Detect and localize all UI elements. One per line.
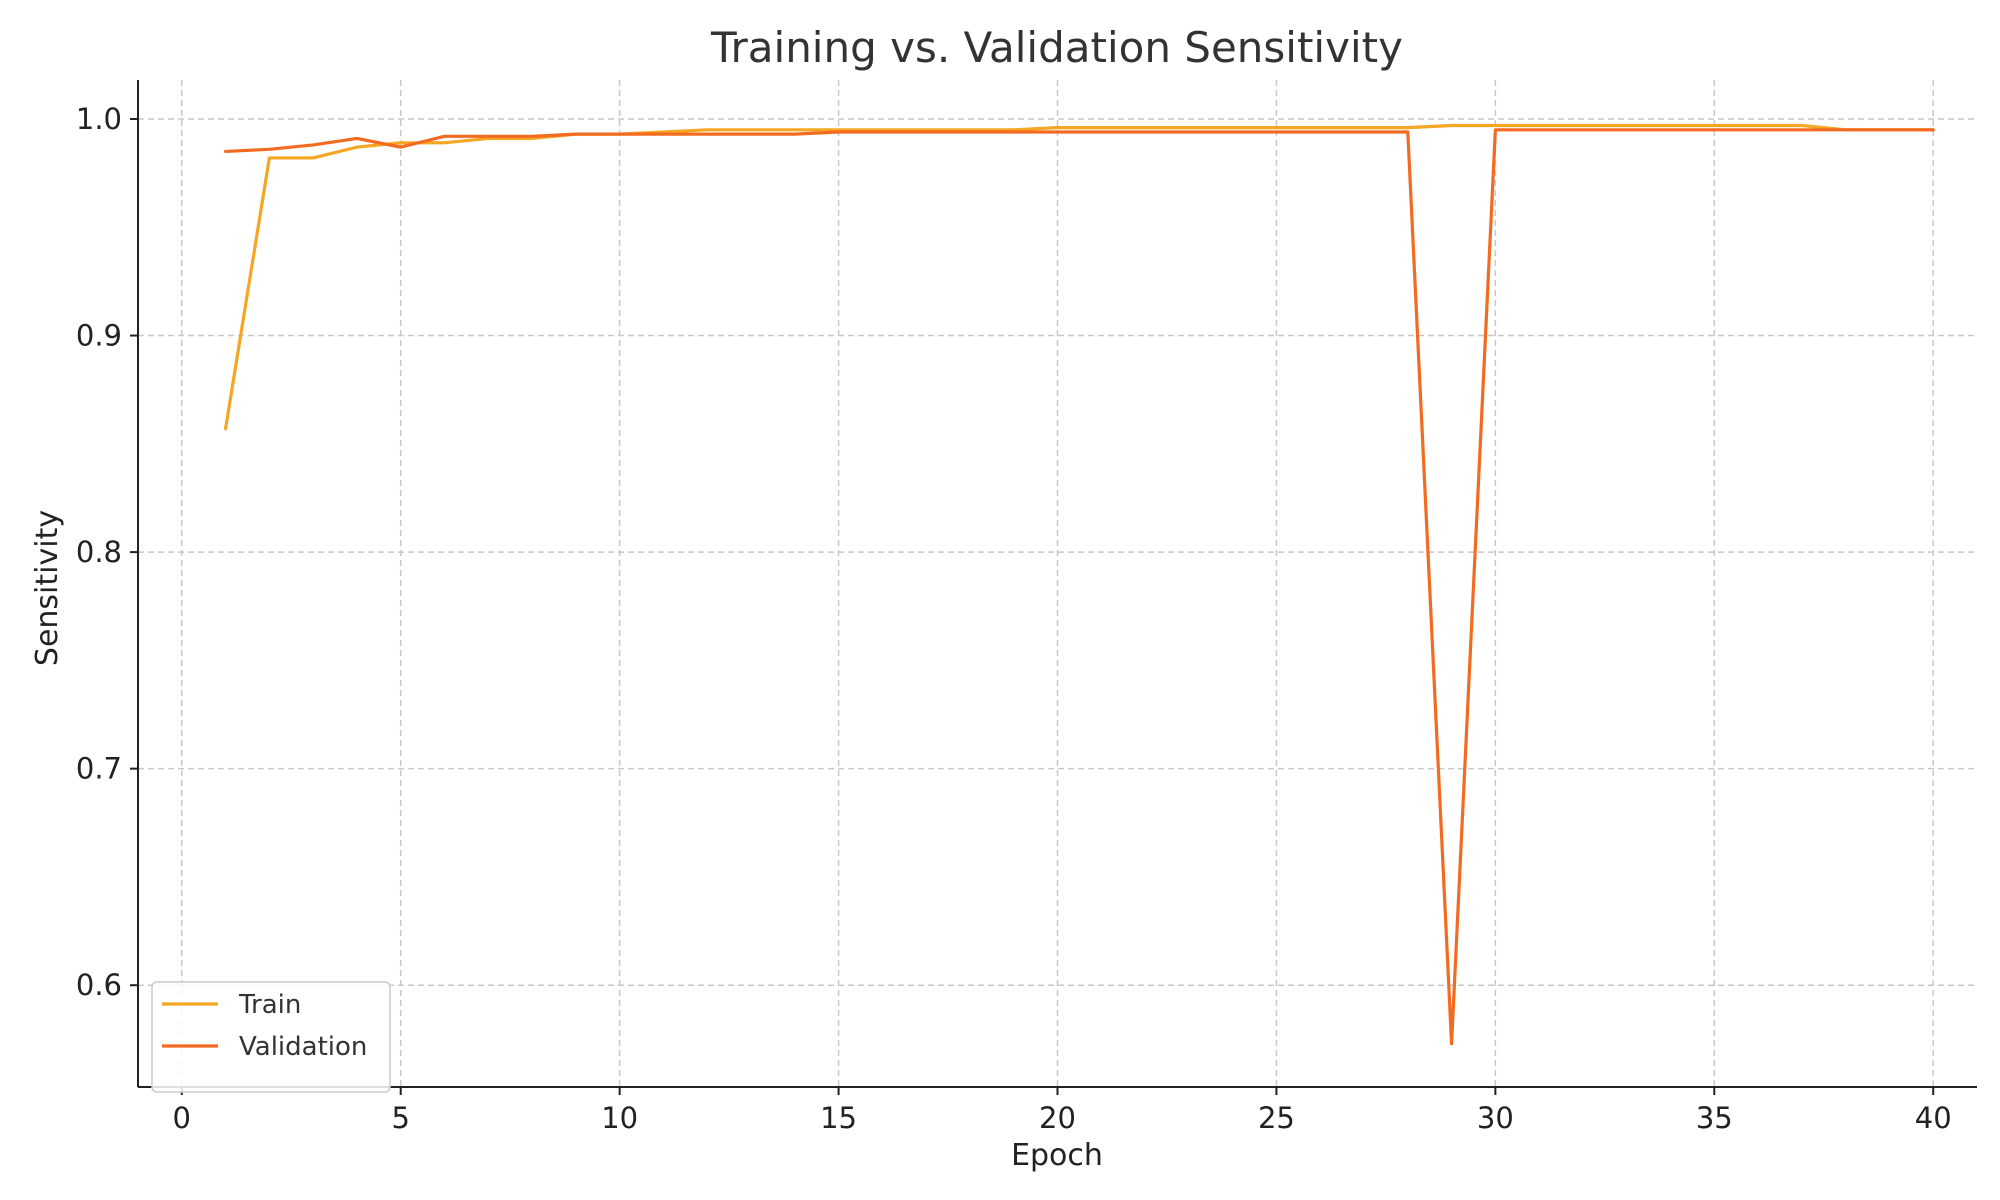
x-tick-label-6: 30 xyxy=(1477,1101,1514,1135)
series-line-train xyxy=(223,123,1935,431)
grid xyxy=(138,80,1977,1087)
x-tick-label-7: 35 xyxy=(1696,1101,1733,1135)
x-tick-label-4: 20 xyxy=(1039,1101,1076,1135)
y-tick-label-1: 0.7 xyxy=(76,752,122,786)
ticks: 0 5 10 15 20 25 30 35 40 0.6 0.7 0.8 0.9 1.0 xyxy=(76,102,1952,1135)
y-tick-label-3: 0.9 xyxy=(76,319,122,353)
legend-label-validation: Validation xyxy=(239,1032,367,1062)
x-axis-label: Epoch xyxy=(1011,1138,1103,1173)
y-tick-label-2: 0.8 xyxy=(76,535,122,569)
y-axis-label: Sensitivity xyxy=(30,510,65,666)
x-tick-label-2: 10 xyxy=(601,1101,638,1135)
x-tick-label-8: 40 xyxy=(1915,1101,1952,1135)
y-tick-label-0: 0.6 xyxy=(76,968,122,1002)
x-tick-label-1: 5 xyxy=(391,1101,409,1135)
x-tick-label-5: 25 xyxy=(1258,1101,1295,1135)
chart-title: Training vs. Validation Sensitivity xyxy=(710,23,1403,72)
legend-label-train: Train xyxy=(238,990,301,1020)
x-tick-label-3: 15 xyxy=(820,1101,857,1135)
series-line-validation xyxy=(223,128,1935,1046)
series-layer xyxy=(223,123,1935,1046)
x-tick-label-0: 0 xyxy=(173,1101,191,1135)
y-tick-label-4: 1.0 xyxy=(76,102,122,136)
legend: Train Validation xyxy=(151,981,391,1093)
legend-box xyxy=(151,981,391,1093)
